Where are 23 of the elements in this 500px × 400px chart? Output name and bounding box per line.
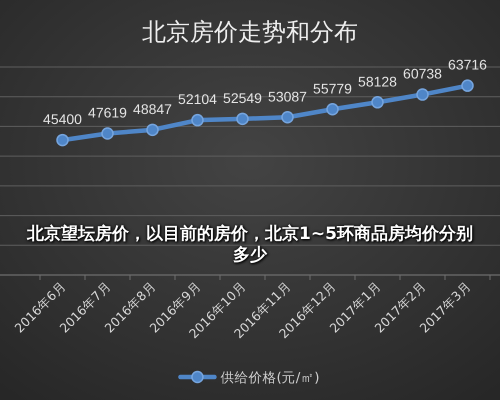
data-label: 63716 (448, 56, 488, 73)
point (101, 127, 114, 140)
point (236, 112, 249, 126)
data-label: 52104 (178, 91, 218, 108)
data-label: 52549 (223, 90, 262, 106)
point (281, 111, 294, 124)
data-label: 47619 (88, 104, 128, 121)
data-label: 55779 (313, 80, 352, 96)
chart-title: 北京房价走势和分布 (142, 18, 358, 46)
point (461, 79, 474, 92)
point (326, 103, 339, 116)
point (56, 134, 69, 146)
annotation: 北京望坛房价，以目前的房价，北京1~5环商品房均价分别多少 (26, 224, 474, 266)
point (146, 124, 159, 136)
point (191, 114, 204, 126)
legend-label: 供给价格(元/㎡) (220, 370, 320, 386)
data-label: 58128 (358, 73, 398, 90)
data-label: 60738 (403, 66, 442, 82)
data-label: 48847 (133, 100, 172, 117)
data-label: 45400 (43, 111, 82, 128)
point (371, 96, 384, 109)
point (416, 88, 429, 101)
data-label: 53087 (268, 88, 308, 104)
